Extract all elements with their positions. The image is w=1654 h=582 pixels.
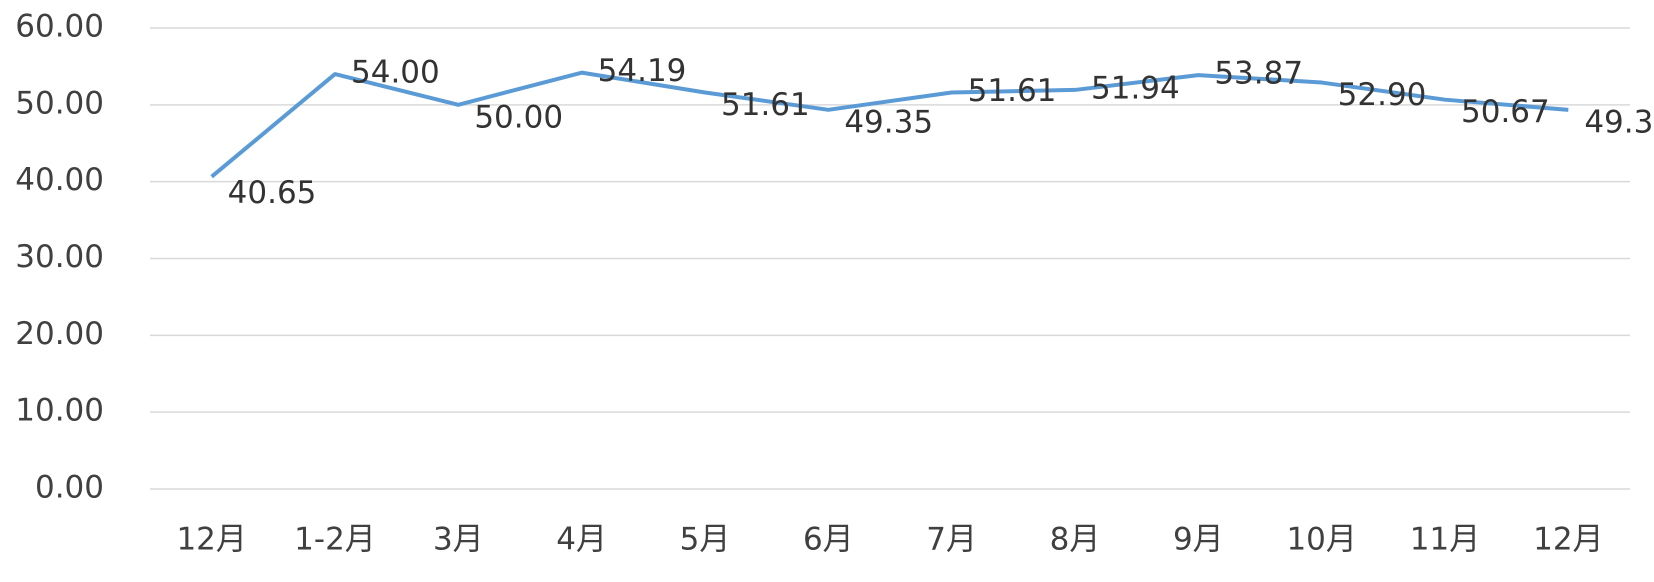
y-tick-label: 20.00: [15, 316, 104, 352]
data-label: 40.65: [228, 175, 317, 211]
data-label: 49.35: [1584, 104, 1654, 140]
series-line: [210, 70, 1569, 179]
data-label: 53.87: [1214, 56, 1303, 92]
y-tick-label: 0.00: [35, 470, 104, 506]
x-tick-label: 10月: [1286, 522, 1356, 558]
data-label: 54.19: [598, 53, 687, 89]
x-tick-label: 11月: [1410, 522, 1480, 558]
data-label: 50.67: [1461, 94, 1550, 130]
data-label: 51.94: [1091, 70, 1180, 106]
y-tick-label: 30.00: [15, 239, 104, 275]
x-tick-label: 3月: [433, 522, 484, 558]
x-tick-label: 1-2月: [294, 522, 376, 558]
data-label: 50.00: [474, 99, 563, 135]
data-label: 54.00: [351, 55, 440, 91]
x-tick-label: 6月: [803, 522, 854, 558]
x-tick-label: 4月: [556, 522, 607, 558]
x-tick-label: 12月: [176, 522, 246, 558]
y-tick-label: 10.00: [15, 393, 104, 429]
data-label: 51.61: [721, 87, 810, 123]
x-tick-label: 7月: [926, 522, 977, 558]
x-tick-label: 9月: [1173, 522, 1224, 558]
y-tick-label: 50.00: [15, 85, 104, 121]
data-label: 52.90: [1338, 77, 1427, 113]
data-label: 51.61: [968, 73, 1057, 109]
x-tick-label: 8月: [1050, 522, 1101, 558]
y-tick-label: 60.00: [15, 9, 104, 45]
y-tick-label: 40.00: [15, 162, 104, 198]
x-tick-label: 5月: [680, 522, 731, 558]
data-label: 49.35: [844, 104, 933, 140]
x-tick-label: 12月: [1533, 522, 1603, 558]
